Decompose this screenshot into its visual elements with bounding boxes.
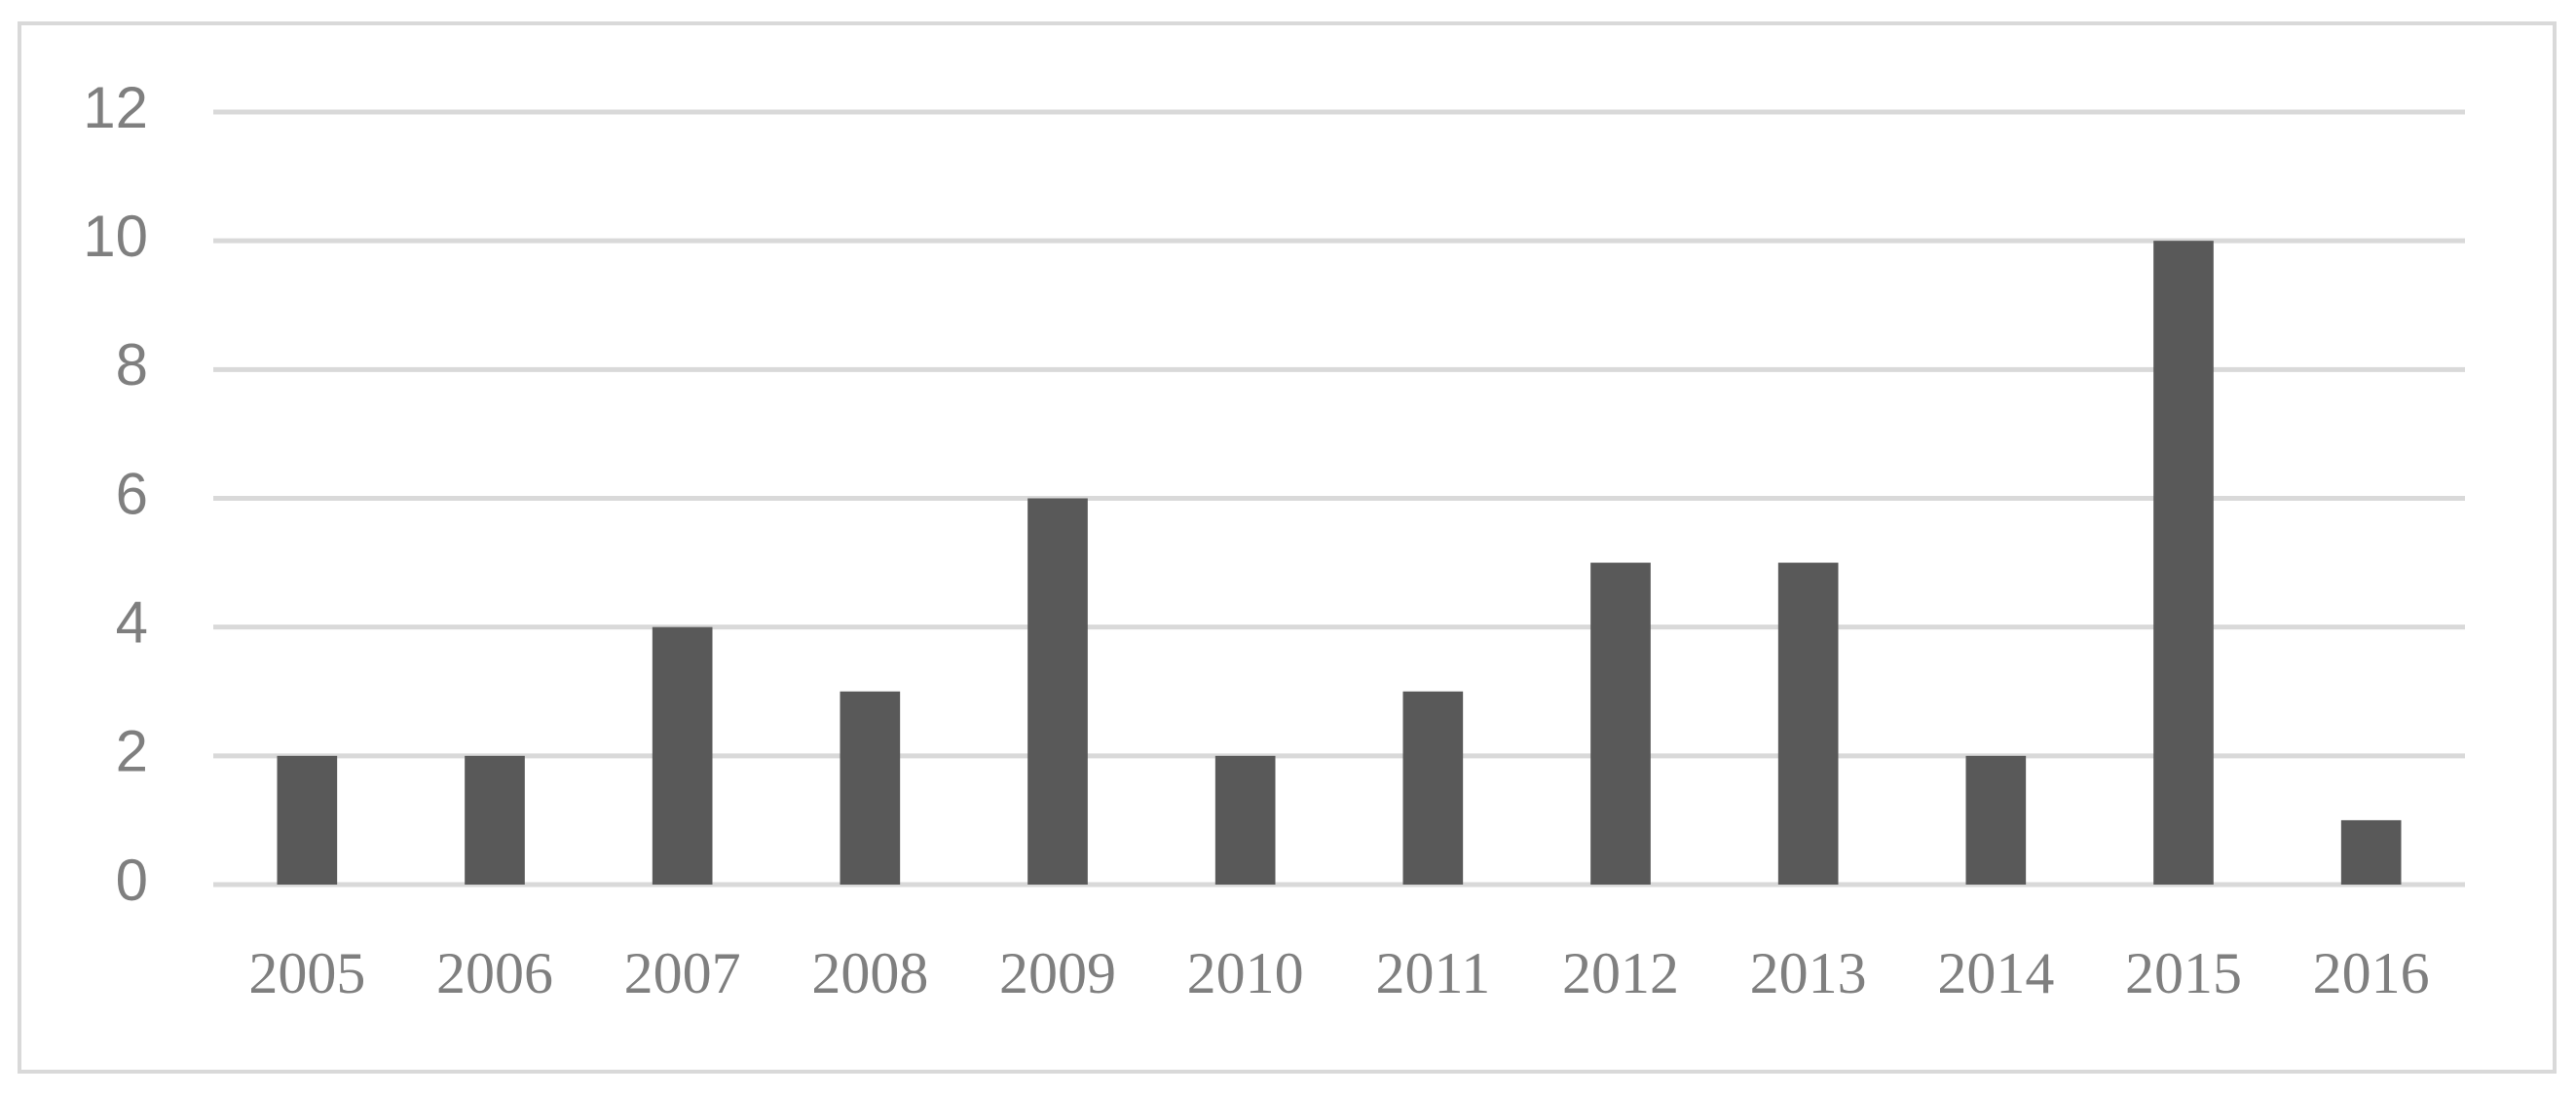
x-tick-label: 2009: [999, 941, 1116, 1005]
x-tick-label: 2010: [1187, 941, 1304, 1005]
chart-frame: [18, 21, 2557, 1074]
bar: [1027, 498, 1088, 885]
x-tick-label: 2015: [2125, 941, 2242, 1005]
bar: [840, 691, 901, 885]
x-tick-label: 2011: [1375, 941, 1490, 1005]
y-tick-label: 0: [116, 848, 148, 913]
x-tick-label: 2006: [436, 941, 553, 1005]
bar: [1590, 562, 1651, 885]
x-tick-label: 2013: [1750, 941, 1867, 1005]
bar: [277, 755, 338, 885]
y-tick-label: 6: [116, 461, 148, 526]
bar: [1214, 755, 1276, 885]
y-tick-label: 2: [116, 719, 148, 784]
y-tick-label: 10: [83, 204, 148, 269]
x-tick-label: 2007: [624, 941, 741, 1005]
x-tick-label: 2016: [2313, 941, 2430, 1005]
x-tick-label: 2012: [1562, 941, 1679, 1005]
y-tick-label: 12: [83, 75, 148, 140]
bar: [2340, 819, 2402, 885]
x-tick-label: 2005: [248, 941, 365, 1005]
bar: [1965, 755, 2027, 885]
bar: [465, 755, 525, 885]
bar: [2153, 241, 2214, 885]
y-tick-label: 4: [116, 590, 148, 656]
bar: [652, 626, 713, 885]
bar: [1402, 691, 1464, 885]
bar: [1777, 562, 1839, 885]
x-tick-label: 2008: [811, 941, 928, 1005]
y-tick-label: 8: [116, 332, 148, 397]
x-tick-label: 2014: [1937, 941, 2054, 1005]
